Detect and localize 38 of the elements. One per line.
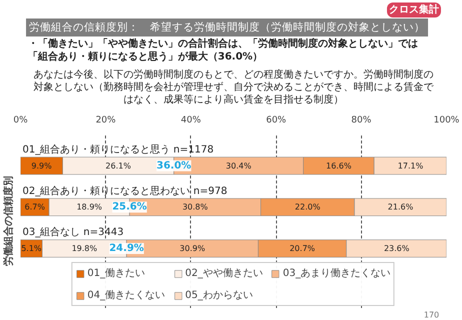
data-label: 19.8%: [72, 244, 98, 254]
legend-label: 02_やや働きたい: [185, 267, 263, 280]
y-axis-title: 労働組合の信頼度別: [2, 176, 14, 266]
data-label: 26.1%: [106, 161, 132, 170]
text: あなたは今後、以下の労働時間制度のもとで、どの程度働きたいですか。労働時間制度の対象としない（勤務時間を会社が管理せず、自分で決めることができ、時間による賃金ではなく、成果等により高い賃金を目指せる制度）: [34, 68, 434, 106]
data-label: 30.4%: [226, 161, 252, 170]
legend-label: 05_わからない: [185, 289, 253, 302]
data-label: 30.9%: [180, 244, 206, 254]
legend-label: 01_働きたい: [87, 267, 146, 280]
text: クロス集計: [388, 4, 439, 16]
legend-label: 03_あまり働きたくない: [282, 267, 391, 280]
text: 170: [424, 310, 440, 320]
annotation: 24.9%: [109, 243, 144, 254]
data-label: 16.6%: [326, 161, 352, 170]
annotation: 36.0%: [156, 160, 192, 172]
x-tick-label: 0%: [13, 116, 28, 126]
data-label: 20.7%: [290, 244, 316, 254]
data-label: 23.6%: [384, 244, 410, 254]
x-tick-label: 40%: [180, 116, 202, 126]
data-label: 9.9%: [31, 161, 52, 170]
y-tick-label: 02_組合あり・頼りになると思わない n=978: [22, 184, 228, 197]
y-tick-label: 01_組合あり・頼りになると思う n=1178: [22, 143, 214, 156]
data-label: 5.1%: [21, 244, 42, 254]
data-label: 22.0%: [294, 202, 321, 212]
data-label: 30.8%: [182, 202, 208, 212]
chart-subtitle: ・「働きたい」「やや働きたい」の合計割合は、「労働時間制度の対象としない」では「組合あり・頼りになると思う」が最大（36.0%）: [28, 38, 418, 62]
x-tick-label: 60%: [266, 116, 287, 126]
data-label: 6.7%: [24, 202, 46, 212]
y-tick-label: 03_組合なし n=3443: [22, 226, 124, 238]
data-label: 21.6%: [388, 202, 414, 212]
chart-title: 労働組合の信頼度別： 希望する労働時間制度（労働時間制度の対象としない）: [29, 20, 426, 34]
x-tick-label: 20%: [96, 116, 116, 126]
x-tick-label: 80%: [351, 116, 372, 126]
x-tick-label: 100%: [434, 116, 460, 126]
legend-label: 04_働きたくない: [87, 289, 166, 302]
annotation: 25.6%: [112, 202, 147, 213]
data-label: 17.1%: [398, 161, 424, 170]
data-label: 18.9%: [76, 202, 102, 212]
